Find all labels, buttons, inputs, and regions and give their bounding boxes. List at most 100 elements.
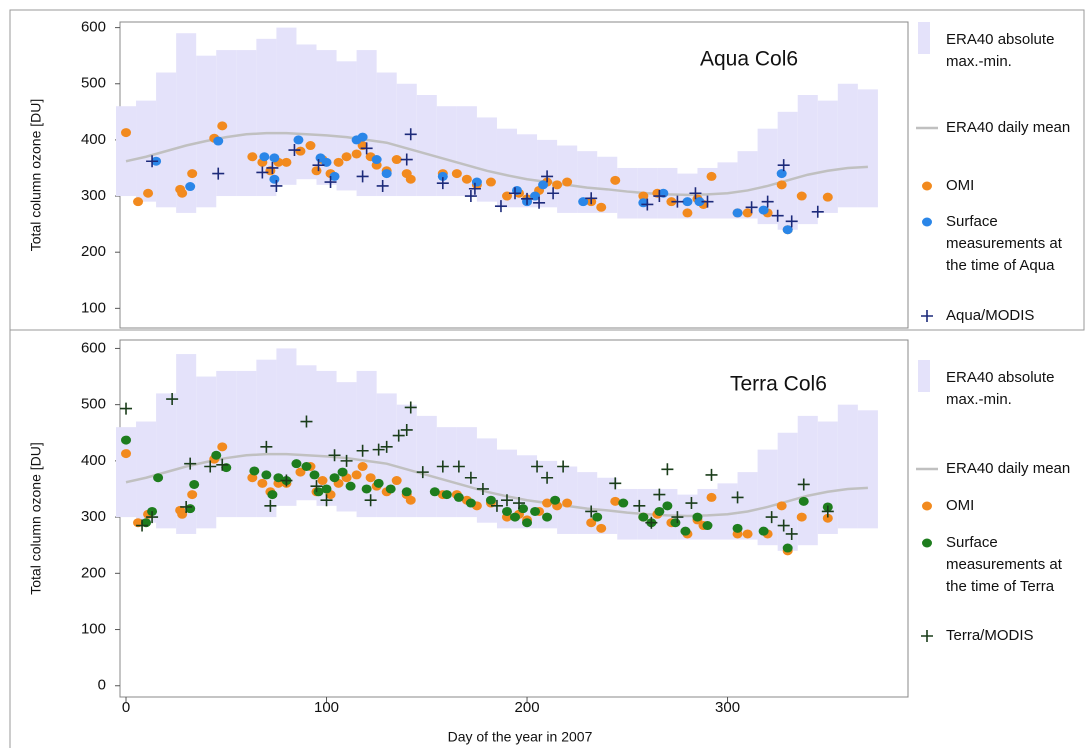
data-point (270, 179, 283, 192)
data-point (329, 473, 340, 483)
data-point (312, 159, 325, 172)
data-point (371, 155, 382, 165)
data-point (758, 526, 769, 536)
data-point (452, 460, 465, 473)
data-point (184, 457, 197, 470)
band-bar (256, 359, 277, 518)
data-point (217, 121, 228, 131)
data-point (451, 169, 462, 179)
data-point (550, 495, 561, 505)
band-bar (496, 449, 518, 529)
band-bar (156, 393, 177, 529)
plot-area (119, 339, 909, 698)
data-point (400, 153, 413, 166)
data-point (189, 479, 200, 489)
data-point (405, 174, 416, 184)
data-point (706, 171, 717, 181)
y-tick-label: 400 (81, 131, 106, 148)
band-bar (597, 156, 618, 213)
data-point (518, 504, 529, 514)
y-axis-title: Total column ozone [DU] (28, 99, 44, 252)
x-tick-label: 200 (515, 699, 540, 716)
data-point (329, 171, 340, 181)
panel-annotation: Aqua Col6 (700, 48, 798, 71)
band-bar (396, 83, 417, 197)
data-point (143, 188, 154, 198)
data-point (633, 499, 646, 512)
data-point (133, 197, 144, 207)
data-point (187, 490, 198, 500)
data-point (391, 476, 402, 486)
data-point (317, 476, 328, 486)
data-point (822, 513, 833, 523)
data-point (533, 196, 546, 209)
data-point (269, 153, 280, 163)
band-bar (115, 106, 137, 197)
legend-marker (922, 501, 932, 511)
data-point (372, 443, 385, 456)
y-tick-label: 500 (81, 396, 106, 413)
band-bar (236, 370, 257, 518)
data-point (264, 499, 277, 512)
band-bar (837, 83, 858, 208)
data-point (295, 146, 306, 156)
data-point (381, 169, 392, 179)
data-point (185, 182, 196, 192)
data-point (385, 484, 396, 494)
data-point (682, 208, 693, 218)
y-tick-label: 400 (81, 452, 106, 469)
band-bar (136, 421, 157, 523)
data-point (360, 142, 373, 155)
data-point (293, 135, 304, 145)
data-point (120, 402, 133, 415)
data-point (453, 492, 464, 502)
data-point (585, 505, 598, 518)
band-bar (156, 72, 177, 208)
data-point (392, 429, 405, 442)
data-point (310, 480, 323, 493)
data-point (732, 208, 743, 218)
band-bar (296, 365, 317, 501)
band-bar (416, 415, 437, 518)
data-point (300, 415, 313, 428)
band-bar (517, 134, 538, 208)
data-point (618, 498, 629, 508)
data-point (216, 458, 229, 471)
data-point (464, 190, 477, 203)
y-tick-label: 500 (81, 75, 106, 92)
band-bar (436, 427, 457, 518)
data-point (671, 511, 684, 524)
band-bar (196, 55, 217, 208)
y-tick-label: 200 (81, 243, 106, 260)
band-bar (176, 354, 197, 534)
data-point (267, 490, 278, 500)
data-point (301, 461, 312, 471)
data-point (146, 511, 159, 524)
legend-marker (922, 181, 932, 191)
band-bar (797, 415, 818, 546)
panel-annotation: Terra Col6 (730, 373, 827, 396)
data-point (765, 511, 778, 524)
data-point (538, 180, 549, 190)
data-point (373, 478, 384, 488)
band-bar (316, 370, 337, 506)
band-bar (737, 472, 758, 540)
band-bar (456, 106, 477, 197)
legend-label: ERA40 daily mean (946, 460, 1071, 477)
data-point (782, 543, 793, 553)
data-point (542, 498, 553, 508)
data-point (541, 471, 554, 484)
legend-marker (922, 538, 932, 548)
data-point (361, 484, 372, 494)
data-point (166, 393, 179, 406)
y-tick-label: 200 (81, 564, 106, 581)
band-bar (777, 111, 798, 230)
data-point (305, 141, 316, 151)
data-point (557, 460, 570, 473)
data-point (785, 215, 798, 228)
band-bar (296, 44, 317, 180)
band-bar (717, 162, 738, 219)
band-bar (396, 404, 417, 518)
data-point (351, 470, 362, 480)
data-point (187, 169, 198, 179)
